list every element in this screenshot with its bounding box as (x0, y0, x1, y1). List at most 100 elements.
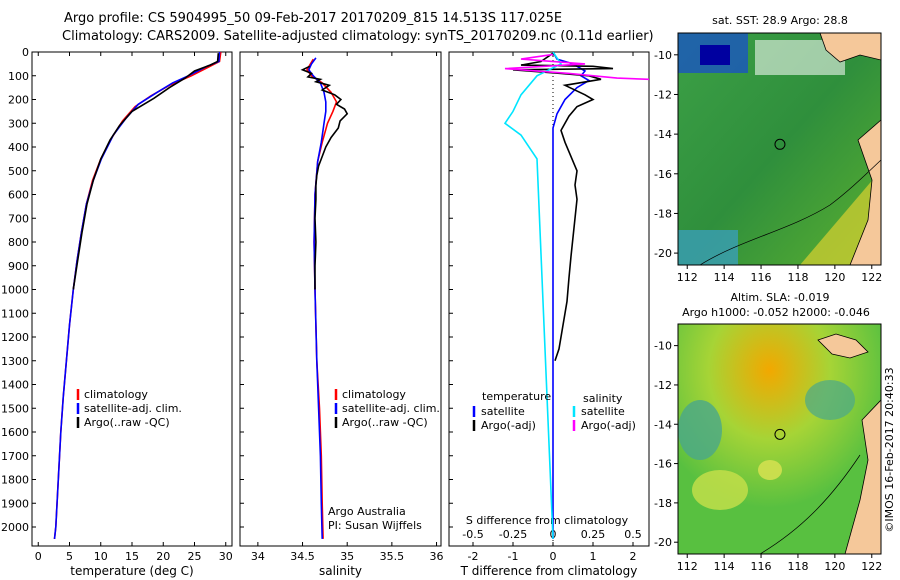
sst-map-x-tick-label: 120 (824, 271, 845, 284)
difference-s-tick-label: 0.25 (581, 528, 606, 541)
sla-high-south (692, 470, 748, 510)
temperature-x-axis-label: temperature (deg C) (70, 564, 193, 578)
map-axes: 112 114 116 118 120 122 -10 -12 -14 -16 -18 -20 112 1… (654, 49, 882, 573)
temperature-y-tick-label: 800 (8, 236, 29, 249)
salinity-x-tick-label: 35 (340, 550, 354, 563)
sst-map-x-tick-label: 114 (714, 271, 735, 284)
sst-map: sat. SST: 28.9 Argo: 28.8 (677, 14, 882, 266)
temperature-x-tick-label: 15 (125, 550, 139, 563)
sst-map-x-tick-label: 112 (677, 271, 698, 284)
sla-map-x-tick-label: 112 (677, 560, 698, 573)
difference-x-tick-label: -2 (468, 550, 479, 563)
sla-map: Altim. SLA: -0.019 Argo h1000: -0.052 h2… (677, 291, 882, 555)
sla-map-y-tick-label: -10 (654, 340, 672, 353)
sst-map-frame (677, 32, 882, 266)
difference-series (503, 52, 649, 539)
temperature-y-tick-label: 2000 (1, 521, 29, 534)
difference-legend-title-s: salinity (583, 392, 623, 405)
sst-map-y-tick-label: -18 (654, 207, 672, 220)
sla-map-y-tick-label: -16 (654, 458, 672, 471)
sla-low-west (678, 400, 722, 460)
temperature-series (53, 52, 222, 539)
salinity-line-argo-raw-qc- (300, 65, 349, 290)
salinity-plot-frame (239, 51, 442, 547)
temperature-x-tick-label: 20 (156, 550, 170, 563)
sla-map-y-tick-label: -14 (654, 418, 672, 431)
temperature-y-tick-label: 1600 (1, 426, 29, 439)
sst-map-x-tick-label: 116 (751, 271, 772, 284)
difference-legend-t-label: Argo(-adj) (481, 419, 536, 432)
sla-map-y-tick-label: -18 (654, 497, 672, 510)
temperature-legend-label: satellite-adj. clim. (84, 402, 182, 415)
sst-map-x-tick-label: 118 (787, 271, 808, 284)
temperature-y-tick-label: 1500 (1, 402, 29, 415)
temperature-y-tick-label: 0 (22, 46, 29, 59)
sla-low-east (805, 380, 855, 420)
sla-land-timor (817, 333, 869, 359)
difference-x-tick-label: -1 (508, 550, 519, 563)
temperature-y-tick-label: 700 (8, 212, 29, 225)
sst-cold-patch (700, 45, 730, 65)
salinity-profile-panel: 34 34.5 35 35.5 36 salinity climatologysatelli… (239, 51, 444, 578)
sla-map-x-tick-label: 118 (787, 560, 808, 573)
difference-line-t-argo-adj- (512, 52, 614, 362)
salinity-annotation: PI: Susan Wijffels (328, 519, 422, 532)
temperature-profile-panel: 0 5 10 15 20 25 300100200300400500600700800900… (1, 46, 233, 578)
sst-map-y-tick-label: -12 (654, 88, 672, 101)
difference-x-tick-label: 2 (630, 550, 637, 563)
temperature-y-tick-label: 1400 (1, 379, 29, 392)
sst-cool-south (678, 230, 738, 265)
salinity-x-tick-label: 34 (251, 550, 265, 563)
salinity-legend-label: satellite-adj. clim. (342, 402, 440, 415)
temperature-y-tick-label: 300 (8, 117, 29, 130)
imos-credit: ©IMOS 16-Feb-2017 20:40:33 (883, 367, 896, 532)
temperature-line-argo-raw-qc- (72, 53, 220, 290)
temperature-plot-frame (31, 51, 233, 547)
figure-title-line-2: Climatology: CARS2009. Satellite-adjuste… (62, 29, 654, 44)
sla-map-x-tick-label: 120 (824, 560, 845, 573)
salinity-line-satellite-adj-clim- (307, 57, 327, 539)
sla-map-subtitle: Argo h1000: -0.052 h2000: -0.046 (682, 306, 870, 319)
difference-legend-title-t: temperature (482, 390, 551, 403)
difference-plot-frame (448, 51, 650, 547)
sst-map-y-tick-label: -20 (654, 247, 672, 260)
temperature-y-tick-label: 900 (8, 260, 29, 273)
temperature-x-tick-label: 5 (66, 550, 73, 563)
temperature-y-tick-label: 1800 (1, 474, 29, 487)
temperature-y-tick-label: 400 (8, 141, 29, 154)
difference-s-axis-label: S difference from climatology (466, 514, 629, 527)
temperature-x-tick-label: 25 (188, 550, 202, 563)
temperature-y-tick-label: 1000 (1, 284, 29, 297)
salinity-legend-label: Argo(..raw -QC) (342, 416, 428, 429)
sla-map-frame (677, 323, 882, 555)
temperature-legend-label: Argo(..raw -QC) (84, 416, 170, 429)
sla-high-center (758, 460, 782, 480)
sla-land-australia (844, 399, 881, 554)
sla-float-marker (774, 428, 786, 440)
sst-map-y-tick-label: -14 (654, 128, 672, 141)
sla-map-x-tick-label: 122 (861, 560, 882, 573)
sla-map-x-tick-label: 116 (751, 560, 772, 573)
difference-line-s-argo-adj- (504, 53, 649, 81)
difference-profile-panel: -2 -1 0 1 2T difference from climatology -0.5… (448, 51, 650, 578)
difference-s-tick-label: -0.25 (499, 528, 527, 541)
temperature-x-tick-label: 10 (94, 550, 108, 563)
temperature-y-tick-label: 1100 (1, 307, 29, 320)
sla-map-y-tick-label: -12 (654, 379, 672, 392)
temperature-x-tick-label: 0 (35, 550, 42, 563)
temperature-y-tick-label: 1700 (1, 450, 29, 463)
difference-line-s-satellite (503, 52, 563, 539)
salinity-x-axis-label: salinity (319, 564, 362, 578)
sst-isobath (699, 159, 881, 265)
temperature-y-tick-label: 600 (8, 189, 29, 202)
difference-s-tick-label: -0.5 (462, 528, 483, 541)
temperature-y-tick-label: 100 (8, 70, 29, 83)
sst-map-x-tick-label: 122 (861, 271, 882, 284)
temperature-y-tick-label: 500 (8, 165, 29, 178)
figure-title-line-1: Argo profile: CS 5904995_50 09-Feb-2017 … (64, 11, 563, 26)
sla-map-title: Altim. SLA: -0.019 (730, 291, 829, 304)
temperature-y-tick-label: 200 (8, 94, 29, 107)
salinity-x-tick-label: 36 (430, 550, 444, 563)
temperature-y-tick-label: 1200 (1, 331, 29, 344)
salinity-x-tick-label: 34.5 (290, 550, 315, 563)
